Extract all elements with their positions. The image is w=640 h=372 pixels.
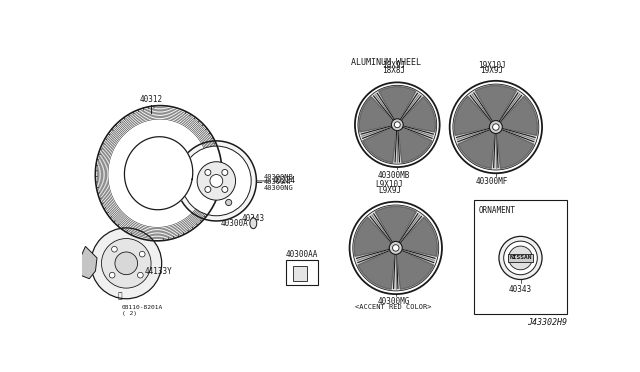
Text: L9X9J: L9X9J: [378, 186, 401, 195]
Circle shape: [102, 238, 151, 288]
Text: 40300NB: 40300NB: [264, 174, 294, 180]
Polygon shape: [502, 128, 535, 142]
Text: 40312: 40312: [140, 95, 163, 104]
Polygon shape: [400, 217, 437, 256]
Text: <ACCENT RED COLOR>: <ACCENT RED COLOR>: [355, 304, 432, 310]
Text: 19X10J: 19X10J: [478, 61, 506, 70]
Circle shape: [394, 122, 400, 128]
Circle shape: [205, 186, 211, 192]
Circle shape: [504, 241, 538, 275]
Bar: [293, 266, 307, 281]
Polygon shape: [454, 96, 492, 135]
Text: Ⓑ: Ⓑ: [118, 292, 122, 301]
Text: 18X8J: 18X8J: [382, 67, 405, 76]
Polygon shape: [375, 206, 417, 242]
Circle shape: [392, 245, 399, 251]
Text: ORNAMENT: ORNAMENT: [479, 206, 516, 215]
Polygon shape: [399, 214, 421, 243]
Text: 40300A: 40300A: [220, 219, 248, 228]
Ellipse shape: [250, 218, 257, 229]
Text: 40343: 40343: [509, 285, 532, 294]
Bar: [474, 200, 566, 314]
Circle shape: [353, 205, 439, 291]
Circle shape: [225, 199, 232, 206]
Text: 40300MG: 40300MG: [377, 297, 410, 306]
Polygon shape: [401, 97, 435, 132]
Circle shape: [493, 124, 499, 130]
Polygon shape: [395, 131, 399, 162]
Text: 40300AA: 40300AA: [285, 250, 318, 259]
Polygon shape: [394, 254, 398, 289]
Text: 19X9J: 19X9J: [481, 67, 504, 76]
Circle shape: [140, 251, 145, 257]
Text: 40300MF: 40300MF: [264, 179, 294, 186]
Circle shape: [222, 186, 228, 192]
Circle shape: [392, 119, 403, 131]
Polygon shape: [354, 217, 392, 256]
Circle shape: [109, 272, 115, 278]
Polygon shape: [470, 93, 493, 122]
Circle shape: [499, 236, 542, 279]
Text: J43302H9: J43302H9: [527, 318, 566, 327]
Polygon shape: [500, 96, 538, 135]
Polygon shape: [370, 214, 392, 243]
Polygon shape: [400, 93, 421, 121]
Circle shape: [197, 162, 236, 200]
Text: 40300MF: 40300MF: [476, 177, 508, 186]
Circle shape: [389, 241, 402, 254]
Bar: [285, 260, 318, 285]
Polygon shape: [497, 130, 534, 169]
Polygon shape: [456, 128, 490, 142]
Text: 40300MB: 40300MB: [377, 171, 410, 180]
Circle shape: [222, 169, 228, 176]
Polygon shape: [374, 93, 394, 121]
Polygon shape: [124, 137, 193, 210]
Circle shape: [358, 85, 436, 164]
Polygon shape: [358, 251, 395, 289]
Polygon shape: [458, 130, 495, 169]
Polygon shape: [403, 126, 433, 138]
Polygon shape: [79, 246, 97, 279]
Text: L9X10J: L9X10J: [376, 180, 403, 189]
Polygon shape: [499, 93, 522, 122]
Text: NISSAN: NISSAN: [509, 256, 532, 260]
Polygon shape: [379, 87, 416, 119]
Text: 40343: 40343: [242, 214, 265, 223]
Circle shape: [115, 252, 138, 275]
Circle shape: [453, 84, 539, 170]
Circle shape: [182, 146, 251, 216]
Text: 40300NG: 40300NG: [264, 185, 294, 191]
Polygon shape: [398, 127, 432, 163]
Bar: [219, 205, 230, 212]
Circle shape: [138, 272, 143, 278]
Polygon shape: [356, 249, 390, 263]
Polygon shape: [363, 127, 397, 163]
Polygon shape: [361, 126, 392, 138]
Polygon shape: [359, 97, 393, 132]
Circle shape: [111, 246, 117, 252]
Polygon shape: [402, 249, 435, 263]
Text: 44133Y: 44133Y: [145, 266, 173, 276]
Circle shape: [490, 121, 502, 134]
Circle shape: [210, 174, 223, 187]
Text: ALUMINUM WHEEL: ALUMINUM WHEEL: [351, 58, 421, 67]
Bar: [508, 254, 533, 262]
Circle shape: [205, 169, 211, 176]
Circle shape: [176, 141, 257, 221]
Text: 08110-8201A
( 2): 08110-8201A ( 2): [122, 305, 163, 316]
Circle shape: [509, 246, 532, 270]
Text: 18X9J: 18X9J: [382, 61, 405, 70]
Polygon shape: [396, 251, 434, 289]
Circle shape: [91, 228, 162, 299]
Polygon shape: [476, 86, 516, 121]
Polygon shape: [493, 134, 498, 168]
Text: 40224: 40224: [273, 176, 296, 185]
